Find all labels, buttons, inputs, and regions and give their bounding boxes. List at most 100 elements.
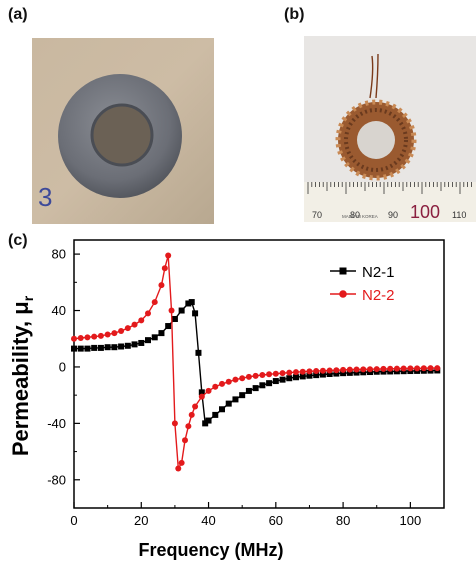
panel-label-c: (c)	[8, 232, 28, 249]
data-point-n2-1	[346, 369, 353, 376]
data-point-n2-2	[340, 366, 347, 373]
data-point-n2-2	[198, 393, 205, 400]
data-point-n2-1	[151, 334, 158, 341]
data-point-n2-1	[326, 371, 333, 377]
data-point-n2-2	[259, 371, 266, 378]
data-point-n2-1	[232, 396, 239, 403]
data-point-n2-2	[299, 368, 306, 375]
data-point-n2-1	[293, 374, 299, 381]
data-point-n2-2	[104, 331, 111, 338]
ruler-tick-110: 110	[452, 210, 466, 220]
data-point-n2-2	[380, 365, 387, 372]
data-point-n2-1	[171, 315, 178, 322]
x-tick-label-80: 80	[336, 513, 350, 528]
data-point-n2-1	[77, 345, 84, 352]
toroid-center	[357, 121, 395, 159]
data-point-n2-1	[313, 372, 320, 379]
data-point-n2-1	[225, 400, 232, 407]
data-point-n2-1	[202, 420, 209, 427]
data-point-n2-2	[91, 333, 98, 340]
data-point-n2-2	[161, 265, 168, 272]
data-point-n2-1	[158, 330, 165, 337]
data-point-n2-2	[77, 335, 84, 342]
x-axis-label: Frequency (MHz)	[138, 540, 283, 560]
data-point-n2-2	[151, 299, 158, 306]
x-tick-label-100: 100	[400, 513, 422, 528]
data-point-n2-1	[138, 339, 145, 346]
data-point-n2-1	[195, 349, 202, 356]
data-point-n2-2	[171, 420, 178, 427]
data-point-n2-1	[165, 323, 172, 330]
data-point-n2-2	[205, 387, 212, 394]
x-tick-label-20: 20	[134, 513, 148, 528]
data-point-n2-2	[185, 423, 192, 430]
data-point-n2-1	[286, 375, 293, 382]
data-point-n2-1	[192, 310, 199, 317]
data-point-n2-2	[346, 366, 353, 373]
legend-label-n2-2: N2-2	[362, 287, 395, 304]
y-tick-label-80: 80	[52, 247, 66, 262]
data-point-n2-2	[427, 365, 434, 372]
data-point-n2-2	[71, 335, 77, 342]
data-point-n2-2	[306, 368, 313, 375]
y-tick-label--40: -40	[47, 416, 66, 431]
ruler	[304, 182, 476, 222]
data-point-n2-2	[192, 403, 199, 410]
data-point-n2-2	[219, 380, 225, 387]
data-point-n2-2	[266, 371, 273, 378]
data-point-n2-1	[259, 382, 266, 389]
y-tick-label-0: 0	[59, 359, 66, 374]
data-point-n2-1	[124, 342, 131, 349]
data-point-n2-2	[286, 369, 293, 376]
data-point-n2-1	[239, 392, 246, 399]
data-point-n2-2	[373, 366, 380, 373]
data-point-n2-2	[387, 365, 394, 372]
data-point-n2-1	[104, 344, 111, 351]
data-point-n2-1	[178, 307, 185, 314]
data-point-n2-2	[165, 252, 172, 259]
ruler-maker-text: MADE IN KOREA	[342, 214, 378, 219]
data-point-n2-1	[299, 373, 306, 380]
ruler-tick-80: 80	[350, 210, 360, 220]
data-point-n2-2	[245, 373, 252, 380]
data-point-n2-2	[279, 370, 286, 377]
data-point-n2-1	[71, 345, 77, 352]
data-point-n2-2	[333, 367, 340, 374]
data-point-n2-2	[175, 465, 182, 472]
data-point-n2-1	[340, 370, 347, 377]
data-point-n2-1	[84, 345, 91, 352]
legend-marker-n2-2	[339, 290, 347, 298]
data-point-n2-2	[326, 367, 333, 374]
panel-label-a: (a)	[8, 6, 28, 23]
wound-toroid-photo: 70 80 90 100 110 MADE IN KOREA	[304, 36, 476, 222]
data-point-n2-2	[272, 370, 279, 377]
y-tick-label--80: -80	[47, 472, 66, 487]
data-point-n2-2	[393, 365, 400, 372]
data-point-n2-2	[434, 365, 441, 372]
data-point-n2-1	[319, 371, 326, 378]
series-line-n2-1	[74, 301, 438, 425]
data-point-n2-2	[178, 459, 185, 466]
data-point-n2-1	[111, 344, 118, 351]
data-point-n2-2	[124, 325, 131, 332]
data-point-n2-1	[185, 300, 192, 307]
panel-label-b: (b)	[284, 6, 305, 23]
data-point-n2-2	[360, 366, 367, 373]
legend-marker-n2-1	[339, 267, 347, 275]
ruler-tick-90: 90	[388, 210, 398, 220]
data-point-n2-1	[245, 387, 252, 394]
data-point-n2-1	[91, 344, 98, 351]
data-point-n2-2	[313, 368, 320, 375]
data-point-n2-1	[353, 369, 360, 376]
data-point-n2-1	[97, 344, 104, 351]
data-point-n2-2	[367, 366, 373, 373]
y-axis-label: Permeability, μr	[8, 295, 36, 456]
data-point-n2-2	[182, 437, 188, 444]
data-point-n2-1	[205, 417, 212, 424]
data-point-n2-1	[272, 378, 279, 385]
data-point-n2-1	[118, 343, 125, 350]
data-point-n2-1	[212, 411, 219, 418]
data-point-n2-1	[198, 389, 205, 396]
photo-marking: 3	[38, 182, 52, 212]
